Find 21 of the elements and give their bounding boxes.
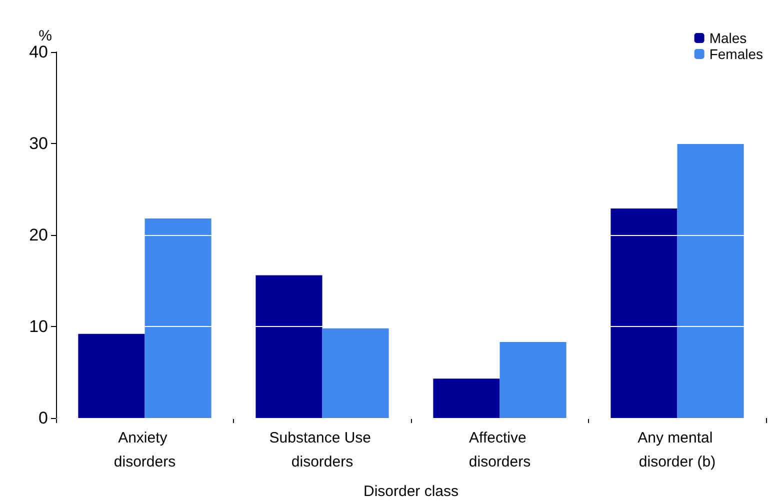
y-tick-label: 0 [38,408,48,428]
x-tick-label: Any mental disorder (b) [638,430,717,470]
x-tick-label: Anxiety disorders [114,430,176,470]
x-tick-label: Substance Use disorders [269,430,376,470]
bar [322,328,389,418]
bar [144,218,212,418]
x-axis-title: Disorder class [363,483,459,500]
y-tick-label: 20 [29,226,48,244]
bar [256,275,322,418]
y-axis-title: % [38,28,52,45]
bar [677,144,744,418]
x-tick-label: Affective disorders [468,430,531,470]
y-tick-label: 10 [29,317,48,336]
y-tick-label: 40 [29,42,48,62]
bar [433,378,500,418]
bar [610,208,678,418]
bar [78,334,145,418]
bar [500,342,566,418]
legend-label: Males [709,30,747,46]
y-tick-label: 30 [29,134,48,153]
legend-label: Females [709,46,764,62]
